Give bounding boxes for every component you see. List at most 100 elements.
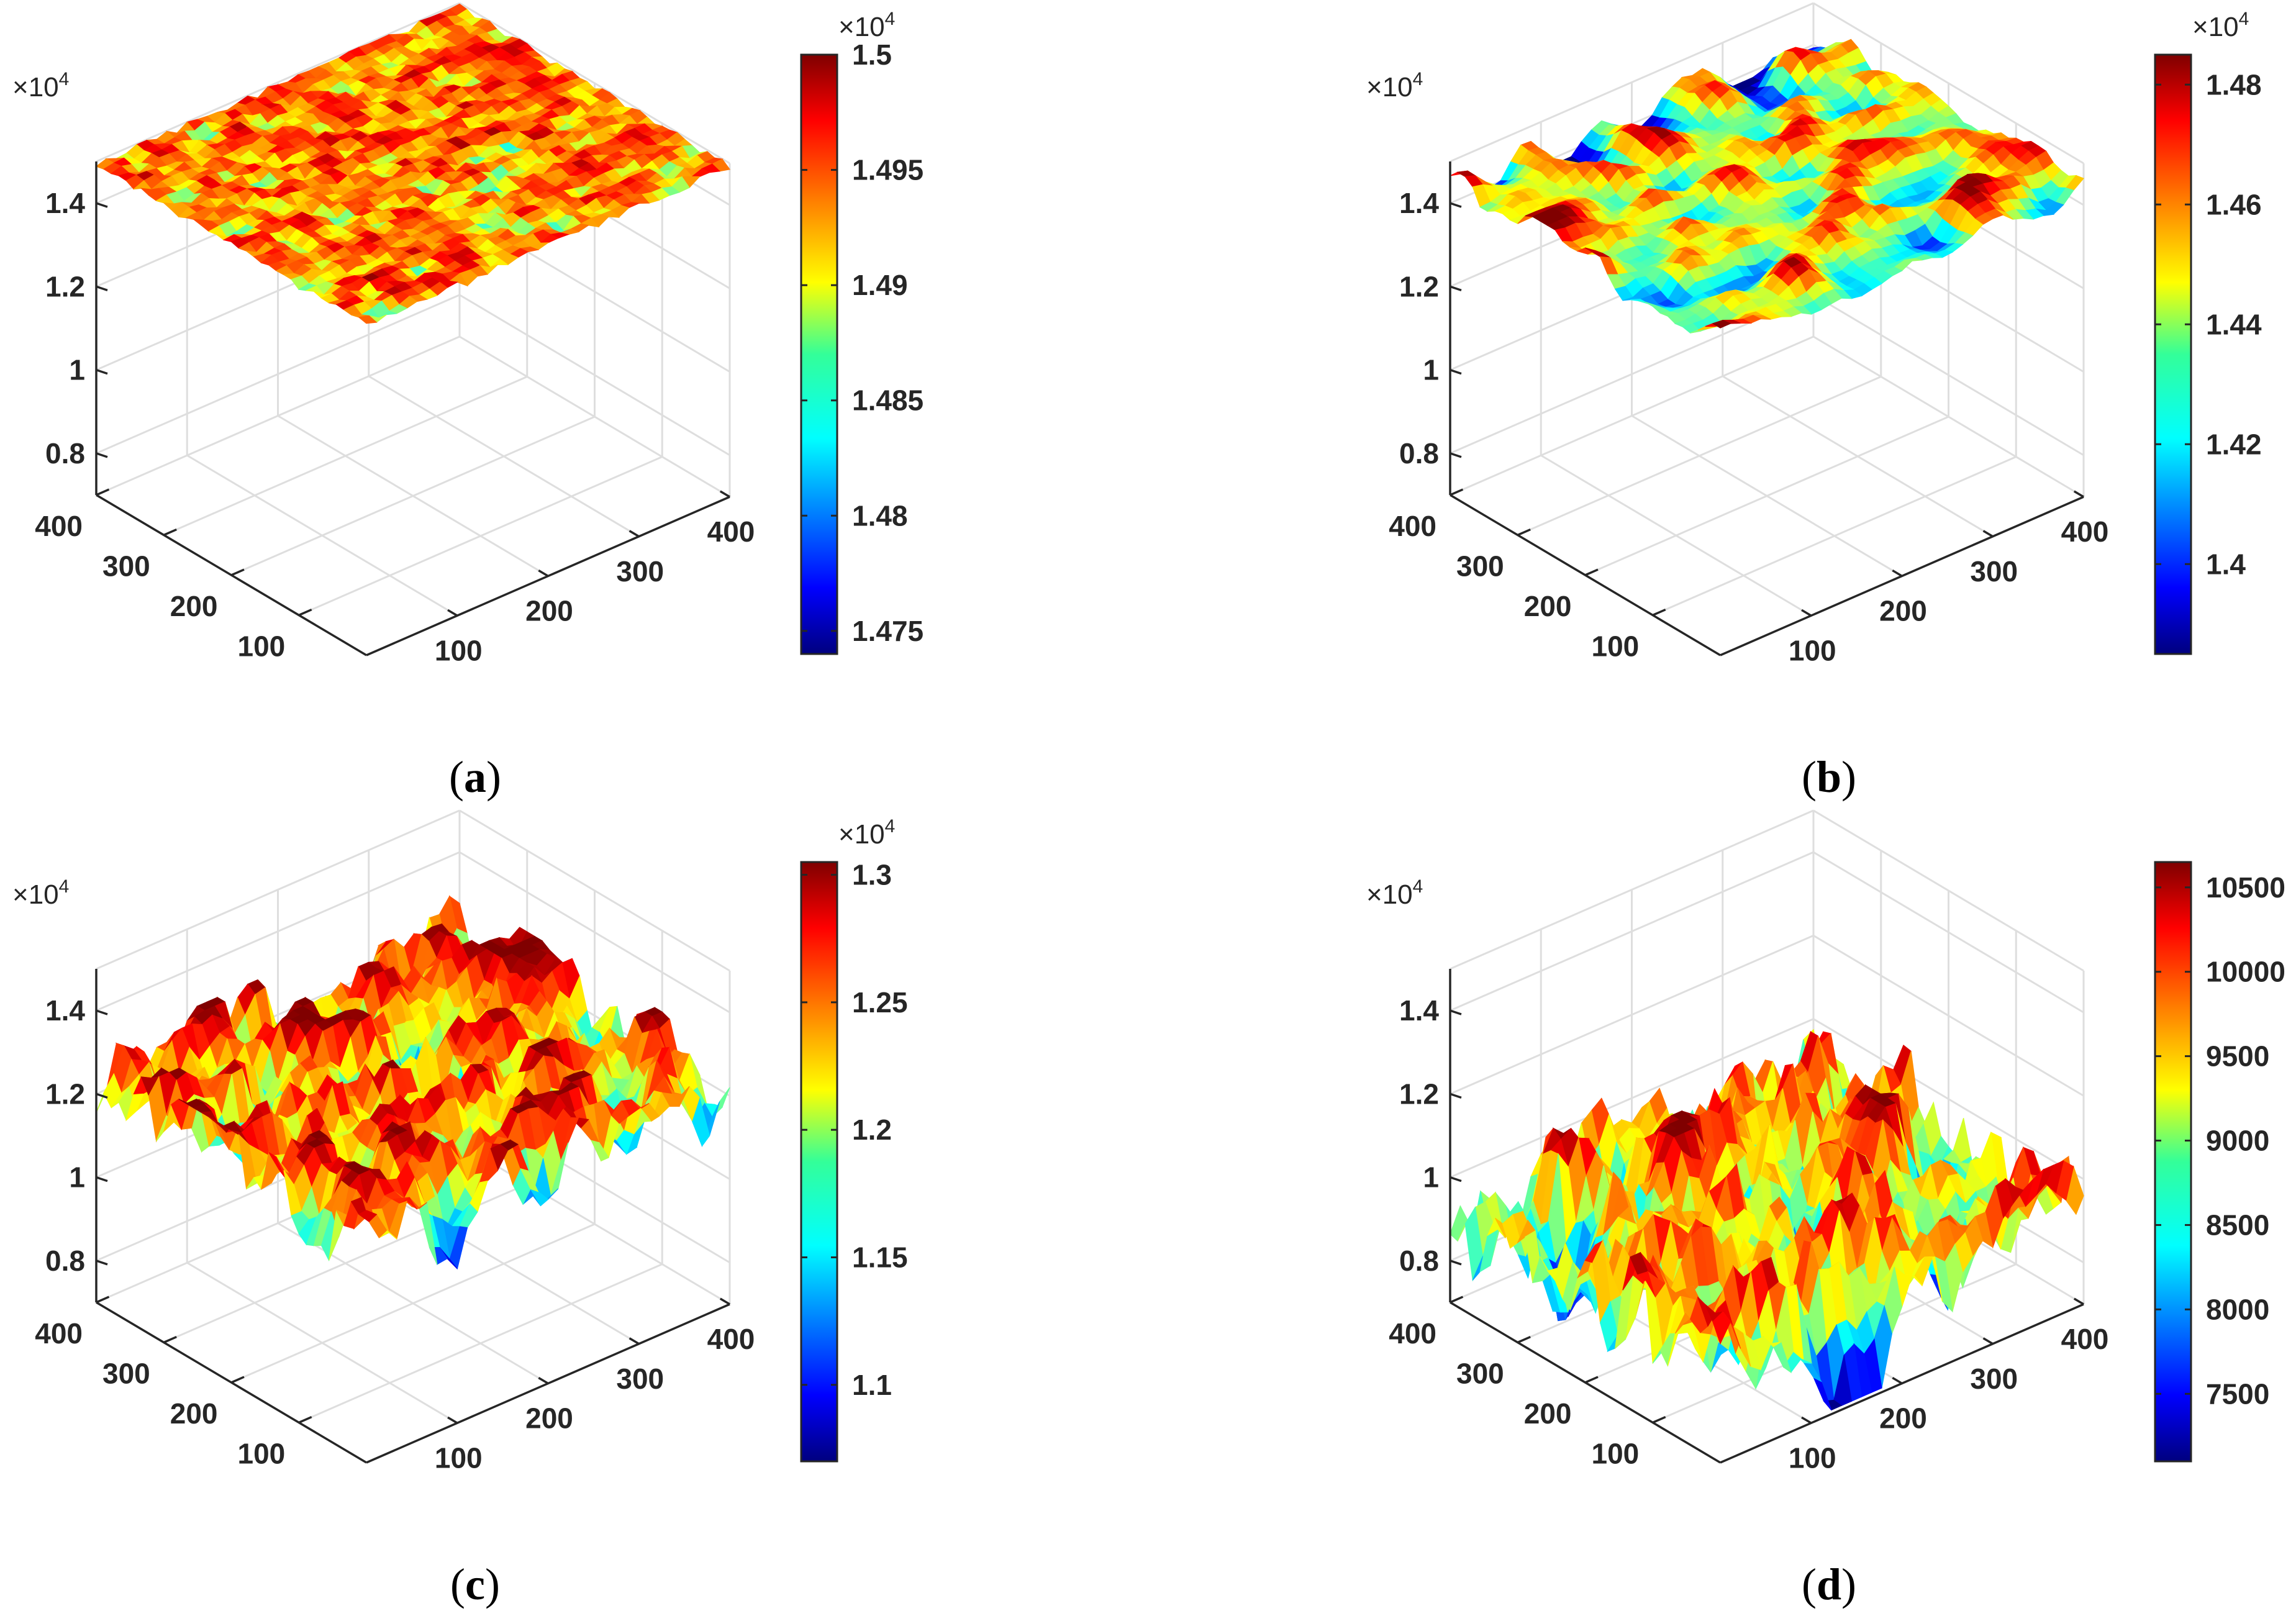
wall-grid-line — [459, 294, 730, 456]
wall-grid-line — [96, 2, 460, 163]
colorbar-tick-label: 1.48 — [852, 499, 908, 532]
colorbar-tick-label: 1.46 — [2206, 188, 2262, 220]
colorbar-exponent-power: 4 — [2239, 9, 2249, 29]
caption-paren: ( — [450, 1559, 465, 1609]
y-tick-label: 400 — [1389, 510, 1436, 542]
y-tick-mark — [230, 568, 245, 576]
y-tick-mark — [163, 528, 177, 537]
colorbar-tick-label: 1.3 — [852, 859, 892, 891]
x-tick-mark — [447, 1416, 458, 1424]
x-tick-mark — [719, 490, 730, 498]
z-tick-mark — [96, 202, 108, 208]
z-tick-mark — [1450, 285, 1462, 292]
floor-grid-line — [368, 375, 640, 538]
z-tick-mark — [96, 368, 108, 375]
x-tick-mark — [538, 569, 549, 578]
surface-cell — [358, 315, 378, 324]
x-tick-label: 200 — [525, 595, 573, 627]
colorbar-exponent-power: 4 — [885, 816, 896, 837]
x-tick-mark — [628, 530, 640, 538]
y-tick-mark — [96, 488, 110, 496]
x-tick-label: 100 — [1789, 634, 1836, 666]
panel-caption: (a) — [449, 752, 501, 802]
floor-grid-line — [1517, 376, 1882, 536]
z-tick-mark — [96, 452, 108, 458]
z-tick-label: 0.8 — [45, 437, 85, 470]
x-tick-mark — [1801, 609, 1812, 617]
y-tick-label: 400 — [35, 1317, 83, 1350]
caption-paren: ) — [486, 752, 501, 802]
panel-b: 0.811.21.4100200300400100200300400×1041.… — [1366, 2, 2262, 802]
z-tick-label: 0.8 — [1399, 437, 1439, 470]
colorbar-tick-label: 1.4 — [2206, 548, 2246, 580]
z-exponent-label: ×104 — [12, 876, 69, 910]
y-tick-label: 100 — [1592, 630, 1640, 663]
z-tick-label: 1.4 — [45, 187, 85, 219]
z-tick-label: 1 — [69, 1161, 85, 1194]
z-tick-mark — [96, 1260, 108, 1266]
surface — [1450, 1028, 2084, 1411]
x-tick-label: 300 — [1970, 555, 2018, 588]
x-tick-label: 400 — [707, 515, 755, 548]
colorbar-tick-label: 1.475 — [852, 615, 923, 647]
caption-letter: b — [1817, 752, 1841, 802]
colorbar-exponent-label: ×104 — [2192, 9, 2249, 42]
wall-grid-line — [1450, 2, 1814, 163]
z-tick-label: 0.8 — [45, 1245, 85, 1277]
wall-grid-line — [1813, 294, 2084, 456]
colorbar-tick-label: 1.1 — [852, 1369, 892, 1401]
panel-caption: (c) — [450, 1559, 500, 1609]
floor-grid-line — [163, 376, 528, 536]
y-tick-label: 300 — [102, 550, 150, 583]
colorbar-tick-label: 1.5 — [852, 39, 892, 71]
wall-grid-line — [1813, 2, 2084, 165]
floor-grid-line — [230, 415, 596, 576]
colorbar-tick-label: 1.2 — [852, 1114, 892, 1146]
y-tick-label: 200 — [170, 590, 218, 622]
caption-paren: ( — [1802, 752, 1817, 802]
colorbar-frame — [800, 53, 838, 655]
y-tick-label: 300 — [1456, 550, 1504, 583]
x-tick-label: 300 — [616, 1363, 664, 1395]
y-tick-mark — [1652, 608, 1666, 617]
z-exponent-label: ×104 — [12, 69, 69, 102]
caption-letter: a — [464, 752, 486, 802]
z-tick-mark — [1450, 368, 1462, 375]
y-tick-label: 100 — [238, 1438, 286, 1470]
y-tick-mark — [298, 1415, 312, 1424]
z-tick-label: 1.4 — [1399, 187, 1439, 219]
y-tick-mark — [230, 1376, 245, 1384]
floor-grid-line — [230, 1223, 596, 1384]
y-tick-mark — [163, 1335, 177, 1344]
wall-grid-line — [459, 2, 730, 165]
x-tick-mark — [1982, 530, 1994, 538]
x-tick-mark — [1892, 569, 1903, 578]
z-exponent-power: 4 — [59, 69, 70, 89]
floor-grid-line — [1722, 375, 1994, 538]
panel-a: 0.811.21.4100200300400100200300400×1041.… — [12, 2, 923, 802]
z-exponent-power: 4 — [59, 876, 70, 897]
floor-grid-line — [1584, 415, 1949, 576]
y-tick-label: 200 — [1524, 590, 1572, 622]
z-tick-label: 1.2 — [45, 1078, 85, 1110]
panel-caption: (b) — [1802, 752, 1856, 802]
z-tick-label: 1.2 — [45, 270, 85, 302]
x-tick-mark — [2073, 490, 2084, 498]
x-tick-label: 300 — [616, 555, 664, 588]
x-tick-label: 400 — [2061, 515, 2109, 548]
colorbar-exponent-label: ×104 — [838, 9, 895, 42]
y-tick-mark — [1517, 528, 1531, 537]
caption-paren: ) — [485, 1559, 500, 1609]
z-tick-mark — [96, 1009, 108, 1015]
floor-grid-line — [368, 1182, 640, 1345]
surface — [1450, 39, 2085, 334]
z-tick-label: 1.2 — [1399, 270, 1439, 302]
axes — [95, 161, 730, 656]
y-tick-mark — [298, 608, 312, 617]
colorbar-tick-label: 1.485 — [852, 384, 923, 417]
colorbar — [801, 55, 837, 654]
surface — [96, 895, 730, 1270]
colorbar-tick-label: 1.44 — [2206, 308, 2262, 340]
x-tick-mark — [719, 1297, 730, 1305]
